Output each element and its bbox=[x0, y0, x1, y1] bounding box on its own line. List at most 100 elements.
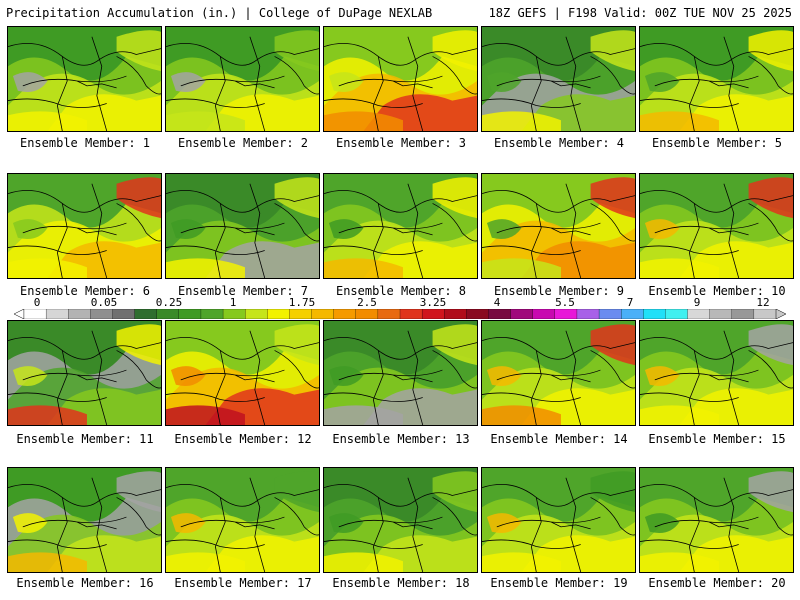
map-boundary-line bbox=[76, 521, 117, 530]
colorbar-segment bbox=[112, 309, 136, 319]
ensemble-member-label: Ensemble Member: 9 bbox=[493, 284, 625, 298]
map-boundary-line bbox=[640, 484, 793, 507]
colorbar-tick-label: 0.05 bbox=[90, 296, 118, 309]
map-boundary-line bbox=[550, 227, 591, 236]
colorbar-tick-label: 5.5 bbox=[555, 296, 575, 309]
map-boundary-line bbox=[166, 484, 319, 507]
colorbar-left-arrow bbox=[14, 309, 25, 319]
precip-contour-region bbox=[482, 258, 561, 278]
map-title: Precipitation Accumulation (in.) | Colle… bbox=[6, 6, 433, 20]
ensemble-member-map bbox=[639, 173, 794, 279]
ensemble-member-label: Ensemble Member: 19 bbox=[490, 576, 628, 590]
precip-contour-region bbox=[166, 258, 245, 278]
precip-contour-region bbox=[590, 471, 635, 513]
map-boundary-line bbox=[407, 36, 424, 131]
ensemble-member-map bbox=[165, 173, 320, 279]
map-boundary-line bbox=[392, 227, 433, 236]
map-boundary-line bbox=[76, 80, 117, 89]
map-boundary-line bbox=[392, 374, 433, 383]
precip-contour-region bbox=[166, 405, 245, 425]
map-boundary-line bbox=[56, 350, 68, 425]
precip-contour-region bbox=[12, 366, 48, 386]
ensemble-member-label: Ensemble Member: 18 bbox=[332, 576, 470, 590]
precip-contour-region bbox=[170, 72, 206, 92]
map-boundary-line bbox=[708, 521, 749, 530]
ensemble-member-label: Ensemble Member: 6 bbox=[19, 284, 151, 298]
precip-contour-region bbox=[116, 177, 161, 219]
precip-contour-region bbox=[328, 219, 364, 239]
map-boundary-line bbox=[550, 374, 591, 383]
colorbar-segment bbox=[245, 309, 268, 319]
precip-contour-region bbox=[8, 111, 87, 131]
ensemble-member-label: Ensemble Member: 3 bbox=[335, 136, 467, 150]
precip-colorbar bbox=[14, 309, 786, 319]
colorbar-segment bbox=[222, 309, 246, 319]
precip-contour-region bbox=[590, 324, 635, 366]
colorbar-segment bbox=[753, 309, 777, 319]
map-boundary-line bbox=[640, 337, 793, 360]
map-boundary-line bbox=[274, 497, 319, 536]
ensemble-member-label: Ensemble Member: 7 bbox=[177, 284, 309, 298]
map-boundary-line bbox=[407, 330, 424, 425]
precip-contour-region bbox=[748, 30, 793, 72]
map-boundary-line bbox=[234, 374, 275, 383]
map-boundary-line bbox=[640, 539, 739, 549]
map-boundary-line bbox=[274, 56, 319, 95]
map-boundary-line bbox=[432, 56, 477, 95]
map-boundary-line bbox=[8, 98, 107, 108]
map-boundary-line bbox=[372, 56, 384, 131]
ensemble-member-map bbox=[7, 467, 162, 573]
map-boundary-line bbox=[214, 203, 226, 278]
colorbar-segment bbox=[178, 309, 202, 319]
precip-contour-region bbox=[116, 30, 161, 72]
colorbar-segment bbox=[200, 309, 224, 319]
precip-contour-region bbox=[8, 405, 87, 425]
precip-contour-region bbox=[166, 552, 245, 572]
map-boundary-line bbox=[234, 80, 275, 89]
map-boundary-line bbox=[76, 227, 117, 236]
colorbar-segment bbox=[355, 309, 379, 319]
colorbar-segment bbox=[68, 309, 91, 319]
colorbar-segment bbox=[311, 309, 335, 319]
map-boundary-line bbox=[432, 203, 477, 242]
map-boundary-line bbox=[166, 98, 265, 108]
map-boundary-line bbox=[392, 521, 433, 530]
precip-contour-region bbox=[274, 471, 319, 513]
map-boundary-line bbox=[590, 56, 635, 95]
ensemble-member-map bbox=[165, 467, 320, 573]
map-boundary-line bbox=[530, 56, 542, 131]
map-boundary-line bbox=[249, 477, 266, 572]
ensemble-member-map bbox=[639, 26, 794, 132]
map-boundary-line bbox=[324, 98, 423, 108]
precip-contour-region bbox=[170, 219, 206, 239]
precip-contour-region bbox=[482, 405, 561, 425]
precip-contour-region bbox=[748, 177, 793, 219]
precip-contour-region bbox=[324, 258, 403, 278]
map-boundary-line bbox=[214, 497, 226, 572]
precip-contour-region bbox=[640, 552, 719, 572]
ensemble-member-map bbox=[165, 320, 320, 426]
ensemble-member-map bbox=[165, 26, 320, 132]
map-boundary-line bbox=[482, 245, 581, 255]
colorbar-tick-label: 1 bbox=[229, 296, 237, 309]
colorbar-tick-label: 2.5 bbox=[357, 296, 377, 309]
colorbar-segment bbox=[90, 309, 113, 319]
map-boundary-line bbox=[338, 369, 443, 381]
precip-contour-region bbox=[644, 72, 680, 92]
map-boundary-line bbox=[249, 36, 266, 131]
map-boundary-line bbox=[550, 521, 591, 530]
map-boundary-line bbox=[392, 80, 433, 89]
map-boundary-line bbox=[482, 484, 635, 507]
colorbar-segment bbox=[377, 309, 401, 319]
colorbar-tick-label: 7 bbox=[626, 296, 634, 309]
colorbar-segment bbox=[466, 309, 489, 319]
precip-contour-region bbox=[166, 111, 245, 131]
map-boundary-line bbox=[116, 203, 161, 242]
ensemble-member-map bbox=[323, 26, 478, 132]
colorbar-segment bbox=[621, 309, 644, 319]
map-boundary-line bbox=[748, 203, 793, 242]
precip-contour-region bbox=[274, 324, 319, 366]
ensemble-member-label: Ensemble Member: 2 bbox=[177, 136, 309, 150]
colorbar-segment bbox=[576, 309, 600, 319]
map-boundary-line bbox=[324, 190, 477, 213]
